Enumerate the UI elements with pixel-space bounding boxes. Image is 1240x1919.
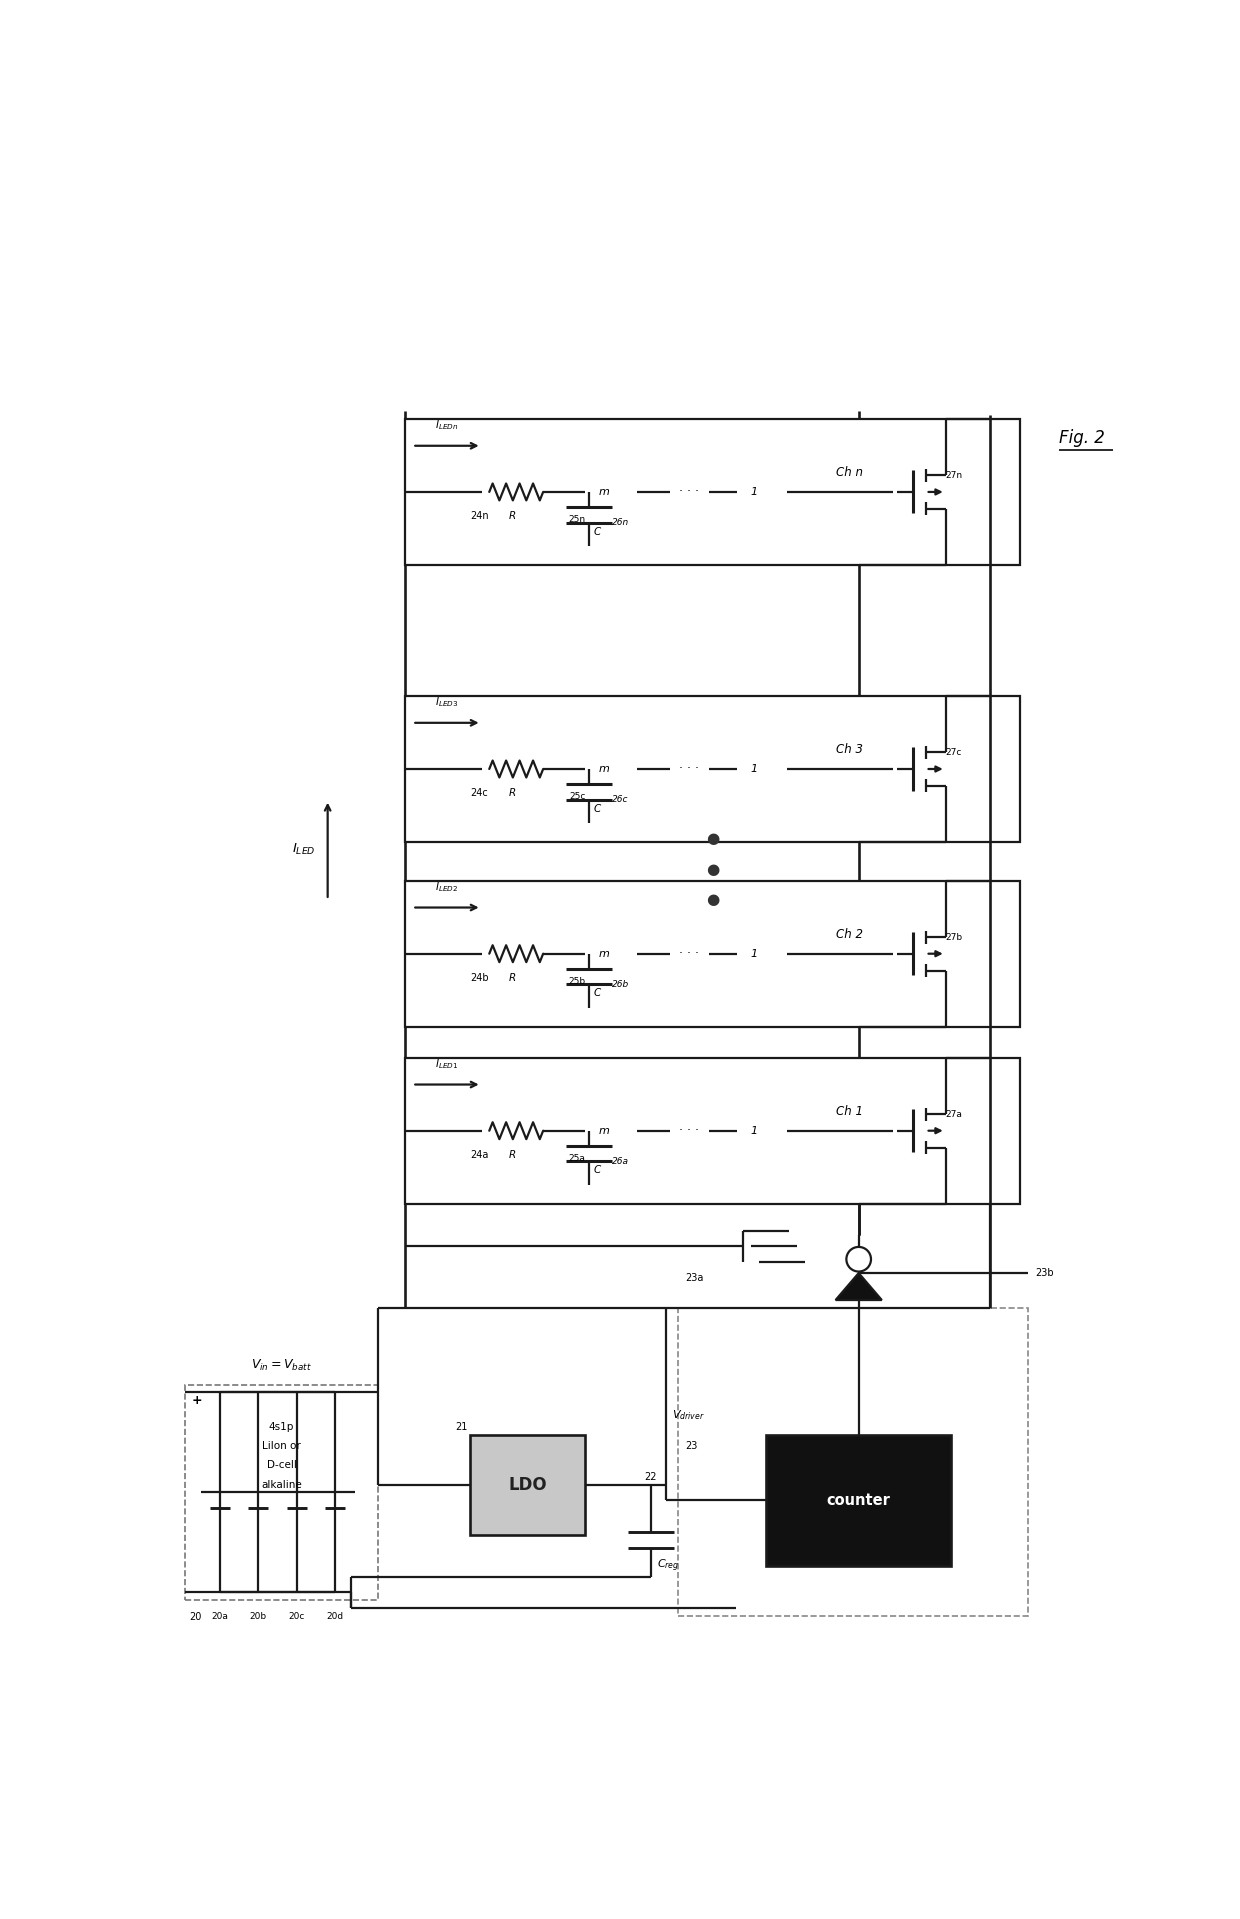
Text: C: C [593, 988, 600, 998]
FancyBboxPatch shape [404, 418, 1021, 564]
Polygon shape [588, 748, 637, 791]
Text: $C_{reg}$: $C_{reg}$ [657, 1558, 680, 1574]
Text: 24n: 24n [470, 510, 489, 522]
FancyBboxPatch shape [470, 1435, 585, 1535]
Text: 22: 22 [645, 1472, 657, 1481]
Text: C: C [593, 1165, 600, 1174]
Text: 26a: 26a [611, 1157, 629, 1167]
Text: 27b: 27b [946, 933, 962, 942]
Text: R: R [508, 973, 516, 983]
Text: C: C [593, 804, 600, 814]
Text: 1: 1 [750, 764, 758, 773]
Text: 20b: 20b [249, 1612, 267, 1622]
Text: 1: 1 [750, 948, 758, 960]
Text: $I_{LED3}$: $I_{LED3}$ [435, 695, 459, 708]
Text: $I_{LED}$: $I_{LED}$ [293, 842, 316, 858]
Text: Fig. 2: Fig. 2 [1059, 430, 1105, 447]
Text: 23a: 23a [686, 1272, 704, 1284]
Text: 25n: 25n [568, 514, 585, 524]
Polygon shape [738, 748, 787, 791]
Text: Ch 1: Ch 1 [836, 1105, 863, 1119]
Text: R: R [508, 510, 516, 522]
Text: 25c: 25c [569, 793, 585, 800]
Text: 24b: 24b [470, 973, 489, 983]
Text: 27a: 27a [946, 1111, 962, 1119]
Text: $V_{in} = V_{batt}$: $V_{in} = V_{batt}$ [250, 1359, 312, 1372]
Text: +: + [191, 1393, 202, 1407]
Polygon shape [738, 933, 787, 975]
Text: D-cell: D-cell [267, 1460, 296, 1470]
Text: R: R [508, 789, 516, 798]
Text: 21: 21 [455, 1422, 467, 1432]
Polygon shape [588, 470, 637, 512]
Text: 24c: 24c [470, 789, 487, 798]
Text: m: m [599, 948, 610, 960]
Text: 26c: 26c [611, 794, 629, 804]
Text: alkaline: alkaline [262, 1480, 301, 1489]
Text: LiIon or: LiIon or [262, 1441, 301, 1451]
FancyBboxPatch shape [404, 697, 1021, 842]
Text: · · ·: · · · [680, 762, 699, 775]
FancyBboxPatch shape [404, 881, 1021, 1027]
Text: 25a: 25a [569, 1153, 585, 1163]
Text: Ch 2: Ch 2 [836, 929, 863, 940]
Text: $I_{LED1}$: $I_{LED1}$ [435, 1057, 459, 1071]
Text: R: R [508, 1149, 516, 1159]
Text: Ch 3: Ch 3 [836, 743, 863, 756]
Text: ●: ● [706, 892, 719, 908]
FancyBboxPatch shape [766, 1435, 951, 1566]
Text: ●: ● [706, 862, 719, 877]
Text: 26b: 26b [611, 981, 629, 988]
Text: 25b: 25b [568, 977, 585, 986]
Text: C: C [593, 526, 600, 537]
Text: LDO: LDO [508, 1476, 547, 1493]
Text: m: m [599, 764, 610, 773]
FancyBboxPatch shape [404, 1057, 1021, 1203]
Text: · · ·: · · · [680, 1125, 699, 1138]
Text: 20c: 20c [289, 1612, 305, 1622]
Text: $I_{LEDn}$: $I_{LEDn}$ [435, 418, 459, 432]
Text: counter: counter [827, 1493, 890, 1508]
Text: m: m [599, 1126, 610, 1136]
Text: 23: 23 [686, 1441, 698, 1451]
Polygon shape [738, 1109, 787, 1151]
Text: 27c: 27c [946, 748, 962, 758]
Text: 20d: 20d [327, 1612, 343, 1622]
Polygon shape [738, 470, 787, 512]
Text: 1: 1 [750, 487, 758, 497]
Text: 20: 20 [190, 1612, 202, 1622]
Text: $V_{driver}$: $V_{driver}$ [672, 1409, 706, 1422]
Text: 1: 1 [750, 1126, 758, 1136]
Text: · · ·: · · · [680, 486, 699, 499]
Text: ●: ● [706, 831, 719, 846]
Polygon shape [588, 933, 637, 975]
Text: Ch n: Ch n [836, 466, 863, 480]
Text: 26n: 26n [611, 518, 629, 528]
Text: 4s1p: 4s1p [269, 1422, 294, 1432]
Text: 27n: 27n [946, 472, 962, 480]
Text: · · ·: · · · [680, 948, 699, 960]
Text: 23b: 23b [1035, 1268, 1054, 1278]
Text: m: m [599, 487, 610, 497]
Polygon shape [836, 1272, 882, 1299]
Text: 20a: 20a [212, 1612, 228, 1622]
Text: $I_{LED2}$: $I_{LED2}$ [435, 881, 459, 894]
Text: 24a: 24a [470, 1149, 489, 1159]
Polygon shape [588, 1109, 637, 1151]
